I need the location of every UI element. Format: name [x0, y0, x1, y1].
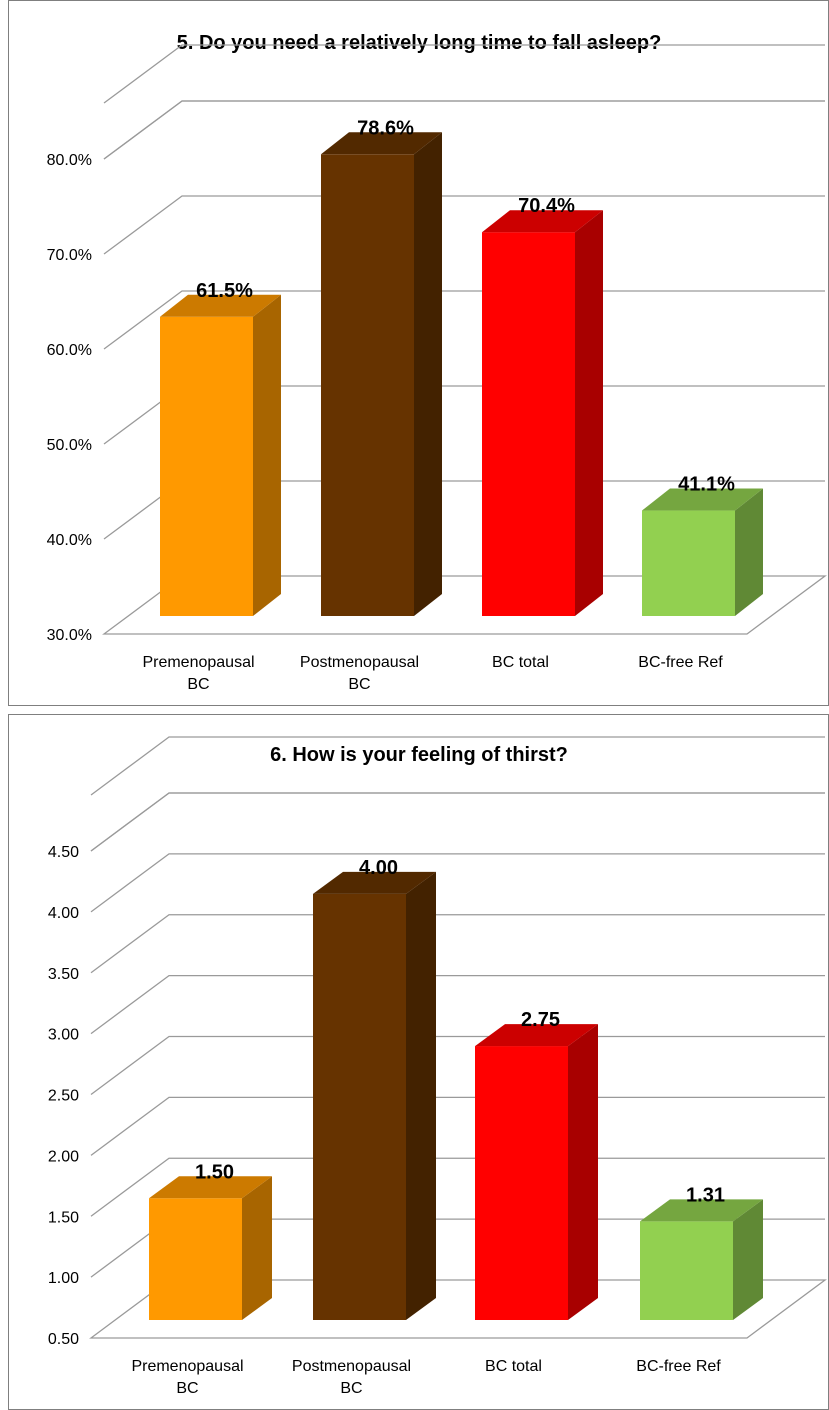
bar-side	[242, 1176, 272, 1320]
plot-area: 30.0% 40.0% 50.0% 60.0% 70.0% 80.0% 61.5% Preme…	[47, 44, 827, 693]
chart-title: 5. Do you need a relatively long time to…	[177, 32, 662, 54]
bar-side	[733, 1199, 763, 1320]
chart-sleep-svg: 5. Do you need a relatively long time to…	[47, 32, 827, 693]
data-label: 78.6%	[357, 117, 414, 139]
bar-front	[313, 893, 406, 1320]
gridline	[90, 853, 825, 913]
bar-side	[406, 871, 436, 1320]
floor-plane	[89, 1279, 827, 1339]
bar-front	[482, 232, 575, 616]
bar-side	[568, 1024, 598, 1320]
y-tick-label: 30.0%	[47, 627, 92, 644]
gridlines	[89, 736, 827, 1339]
bar-front	[642, 510, 735, 616]
x-category-label: BC total	[485, 1358, 542, 1375]
bar	[321, 132, 442, 617]
x-category-label: BC-free Ref	[638, 654, 723, 671]
gridline	[90, 974, 825, 1035]
bar-side	[253, 294, 281, 616]
bar	[149, 1176, 272, 1320]
y-tick-label: 1.00	[48, 1270, 79, 1287]
plot-area: 0.50 1.00 1.50 2.00 2.50 3.00 3.50 4.00 4.50 1.50…	[48, 736, 827, 1397]
bar	[313, 871, 436, 1320]
gridline	[103, 195, 825, 255]
chart-title: 6. How is your feeling of thirst?	[270, 744, 568, 766]
gridline	[90, 1157, 825, 1217]
data-label: 61.5%	[196, 280, 253, 302]
data-label: 1.50	[195, 1161, 234, 1183]
bar-top	[482, 210, 603, 233]
gridline	[103, 100, 825, 160]
y-tick-label: 2.00	[48, 1148, 79, 1165]
bar	[640, 1199, 763, 1320]
bar-front	[321, 154, 414, 617]
gridline	[90, 792, 825, 852]
bar-side	[735, 488, 763, 616]
chart-thirst-svg: 6. How is your feeling of thirst? 0.50 1.…	[48, 736, 827, 1397]
bar-front	[475, 1046, 568, 1320]
bar-side	[575, 210, 603, 616]
chart-panel-thirst: 6. How is your feeling of thirst? 0.50 1.…	[8, 714, 829, 1410]
bar-top	[149, 1176, 272, 1199]
bar	[475, 1024, 598, 1320]
bar	[482, 210, 603, 616]
bar-top	[313, 871, 436, 894]
bar-side	[414, 132, 442, 617]
bar-front	[160, 316, 253, 616]
x-category-label: Premenopausal BC	[142, 654, 254, 693]
y-tick-label: 70.0%	[47, 247, 92, 264]
floor-plane	[102, 575, 827, 635]
gridline	[90, 1035, 825, 1096]
gridline	[90, 792, 825, 852]
gridline	[90, 736, 825, 796]
y-tick-label: 2.50	[48, 1088, 79, 1105]
gridline	[103, 44, 825, 104]
x-category-label: BC total	[492, 654, 549, 671]
y-tick-label: 50.0%	[47, 437, 92, 454]
bar	[160, 294, 281, 616]
bar-top	[321, 132, 442, 155]
data-label: 70.4%	[518, 195, 575, 217]
data-label: 2.75	[521, 1009, 560, 1031]
y-tick-label: 80.0%	[47, 152, 92, 169]
x-category-label: Postmenopausal BC	[292, 1358, 411, 1397]
bar-top	[642, 488, 763, 511]
bar-front	[149, 1198, 242, 1320]
bar-top	[475, 1024, 598, 1047]
bar-top	[640, 1199, 763, 1222]
gridline	[90, 1096, 825, 1156]
bar	[642, 488, 763, 616]
gridline	[103, 100, 825, 160]
y-tick-label: 3.00	[48, 1027, 79, 1044]
data-label: 41.1%	[678, 474, 735, 496]
bar-front	[640, 1221, 733, 1320]
data-label: 4.00	[359, 857, 398, 879]
y-tick-label: 40.0%	[47, 532, 92, 549]
y-tick-label: 1.50	[48, 1209, 79, 1226]
y-tick-label: 0.50	[48, 1331, 79, 1348]
gridline	[103, 290, 825, 350]
y-tick-label: 4.00	[48, 905, 79, 922]
gridline	[90, 914, 825, 974]
data-label: 1.31	[686, 1184, 725, 1206]
y-tick-label: 60.0%	[47, 342, 92, 359]
bar-top	[160, 294, 281, 317]
x-category-label: Postmenopausal BC	[300, 654, 419, 693]
y-tick-label: 4.50	[48, 844, 79, 861]
x-category-label: Premenopausal BC	[131, 1358, 243, 1397]
x-category-label: BC-free Ref	[636, 1358, 721, 1375]
chart-panel-sleep: 5. Do you need a relatively long time to…	[8, 0, 829, 706]
y-tick-label: 3.50	[48, 966, 79, 983]
